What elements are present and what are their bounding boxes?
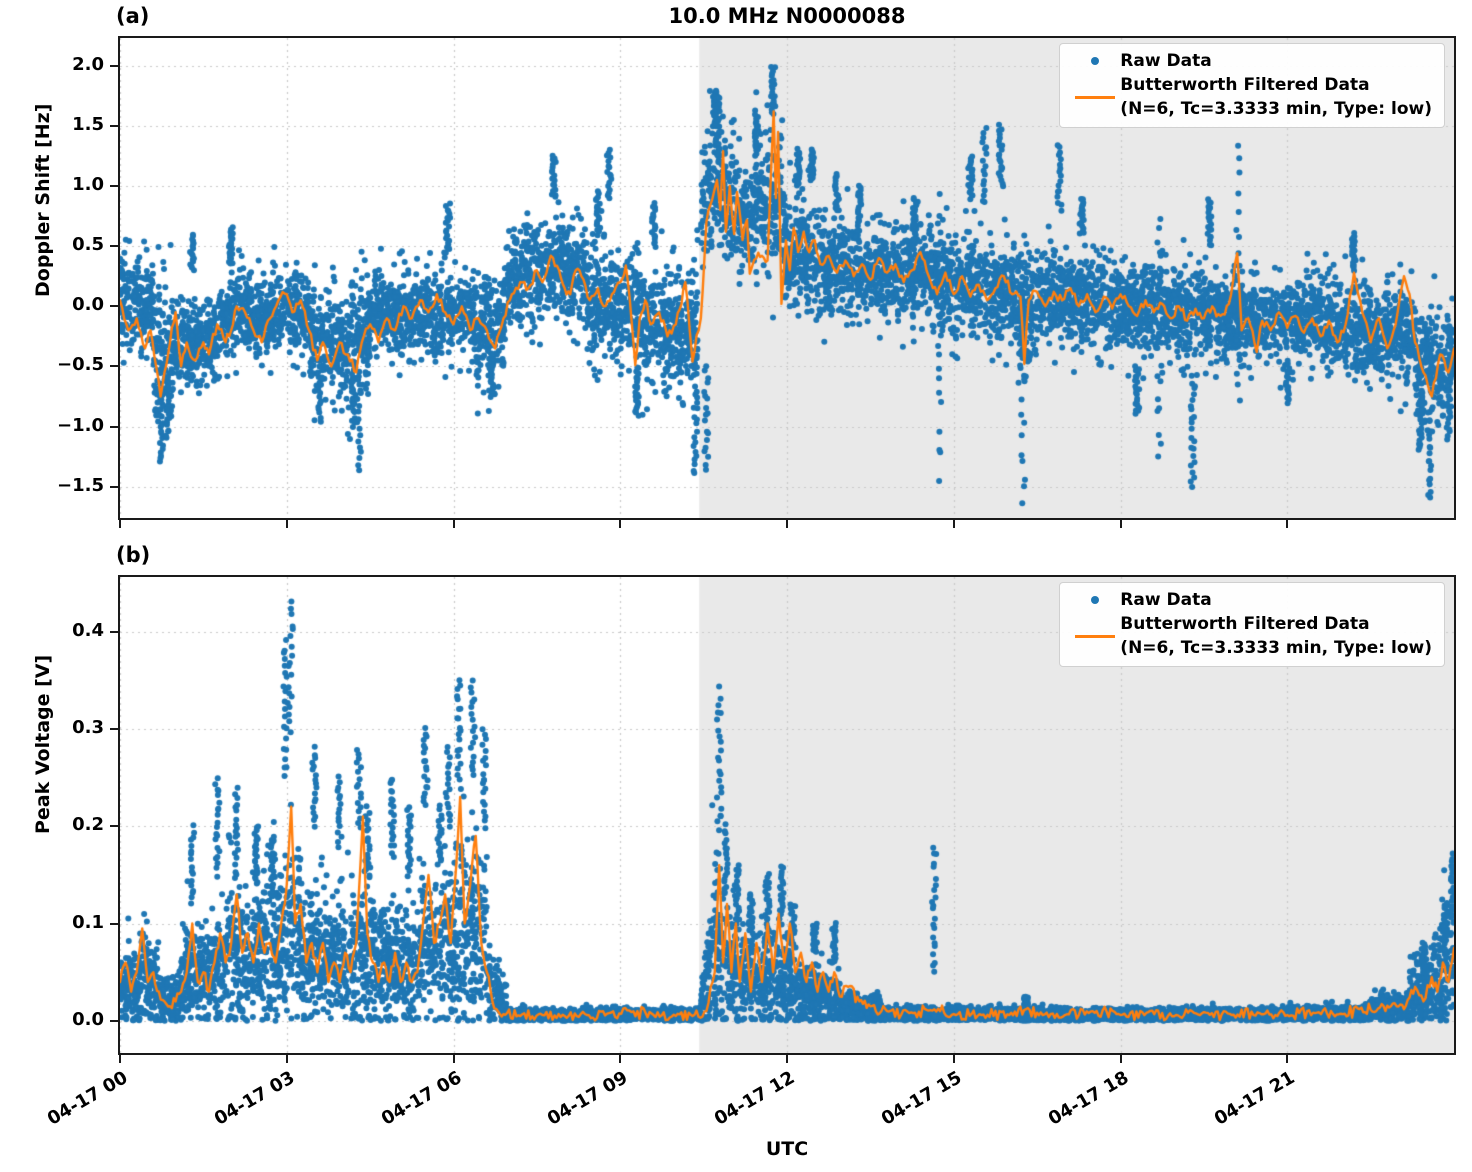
panel-b-x-tick	[619, 1055, 621, 1063]
panel-a-y-tick-label: −0.5	[57, 354, 104, 375]
x-tick-label: 04-17 15	[877, 1067, 966, 1130]
panel-b-x-tick	[1120, 1055, 1122, 1063]
legend-filtered-label-line2: (N=6, Tc=3.3333 min, Type: low)	[1120, 638, 1432, 658]
raw-data-dot-icon	[1070, 57, 1120, 65]
panel-a-y-tick	[110, 125, 118, 127]
panel-b-x-tick	[453, 1055, 455, 1063]
panel-a-y-tick	[110, 245, 118, 247]
panel-b-y-tick-label: 0.0	[72, 1009, 104, 1030]
x-tick-label: 04-17 03	[210, 1067, 299, 1130]
filtered-line-icon	[1070, 95, 1120, 99]
x-tick-label: 04-17 18	[1044, 1067, 1133, 1130]
legend-filtered-label-line1: Butterworth Filtered Data	[1120, 75, 1370, 95]
legend-filtered-label-line1: Butterworth Filtered Data	[1120, 614, 1370, 634]
panel-a-y-tick-label: 1.5	[72, 114, 104, 135]
panel-b-x-tick	[786, 1055, 788, 1063]
legend-filtered-label-line2: (N=6, Tc=3.3333 min, Type: low)	[1120, 99, 1432, 119]
panel-a-x-tick	[453, 520, 455, 528]
panel-a-y-tick-label: 0.5	[72, 234, 104, 255]
panel-a-x-tick	[1120, 520, 1122, 528]
panel-a-tag: (a)	[116, 4, 150, 28]
panel-b-x-tick	[1286, 1055, 1288, 1063]
panel-b-y-tick-label: 0.2	[72, 814, 104, 835]
panel-b-y-tick	[110, 728, 118, 730]
panel-b-y-tick-label: 0.1	[72, 912, 104, 933]
panel-a-y-tick-label: −1.0	[57, 415, 104, 436]
panel-a-y-tick	[110, 365, 118, 367]
panel-b-x-tick	[953, 1055, 955, 1063]
panel-a-x-tick	[953, 520, 955, 528]
x-tick-label: 04-17 12	[710, 1067, 799, 1130]
chart-title: 10.0 MHz N0000088	[668, 4, 906, 28]
legend-filtered-label: Butterworth Filtered Data (N=6, Tc=3.333…	[1120, 612, 1432, 660]
panel-b-x-tick	[286, 1055, 288, 1063]
legend-raw-label: Raw Data	[1120, 51, 1212, 71]
panel-a-y-tick	[110, 305, 118, 307]
raw-data-dot-icon	[1070, 596, 1120, 604]
panel-a-x-tick	[1286, 520, 1288, 528]
x-tick-label: 04-17 00	[43, 1067, 132, 1130]
panel-b-y-tick-label: 0.4	[72, 620, 104, 641]
panel-a-y-tick-label: 1.0	[72, 174, 104, 195]
panel-b-plot-area: Raw Data Butterworth Filtered Data (N=6,…	[118, 575, 1456, 1055]
panel-a-y-axis-label: Doppler Shift [Hz]	[32, 103, 54, 297]
panel-b-x-tick	[119, 1055, 121, 1063]
panel-a-y-tick-label: −1.5	[57, 475, 104, 496]
panel-a-y-tick	[110, 486, 118, 488]
x-tick-label: 04-17 06	[377, 1067, 466, 1130]
panel-a-x-tick	[119, 520, 121, 528]
panel-a-x-tick	[786, 520, 788, 528]
panel-a-y-tick	[110, 65, 118, 67]
x-tick-label: 04-17 21	[1210, 1067, 1299, 1130]
panel-a-plot-area: Raw Data Butterworth Filtered Data (N=6,…	[118, 36, 1456, 520]
panel-a-y-tick	[110, 185, 118, 187]
panel-b-legend: Raw Data Butterworth Filtered Data (N=6,…	[1059, 582, 1445, 667]
panel-a-legend: Raw Data Butterworth Filtered Data (N=6,…	[1059, 43, 1445, 128]
panel-a-y-tick	[110, 426, 118, 428]
legend-filtered-label: Butterworth Filtered Data (N=6, Tc=3.333…	[1120, 73, 1432, 121]
panel-b-y-tick	[110, 1020, 118, 1022]
panel-b-tag: (b)	[116, 543, 151, 567]
panel-b-y-tick	[110, 923, 118, 925]
panel-b-y-tick-label: 0.3	[72, 717, 104, 738]
panel-b-y-tick	[110, 631, 118, 633]
panel-a-y-tick-label: 0.0	[72, 294, 104, 315]
x-tick-label: 04-17 09	[543, 1067, 632, 1130]
panel-a-y-tick-label: 2.0	[72, 54, 104, 75]
panel-a-x-tick	[619, 520, 621, 528]
legend-raw-label: Raw Data	[1120, 590, 1212, 610]
x-axis-label: UTC	[765, 1138, 809, 1160]
filtered-line-icon	[1070, 634, 1120, 638]
panel-a-x-tick	[286, 520, 288, 528]
panel-b-y-tick	[110, 825, 118, 827]
